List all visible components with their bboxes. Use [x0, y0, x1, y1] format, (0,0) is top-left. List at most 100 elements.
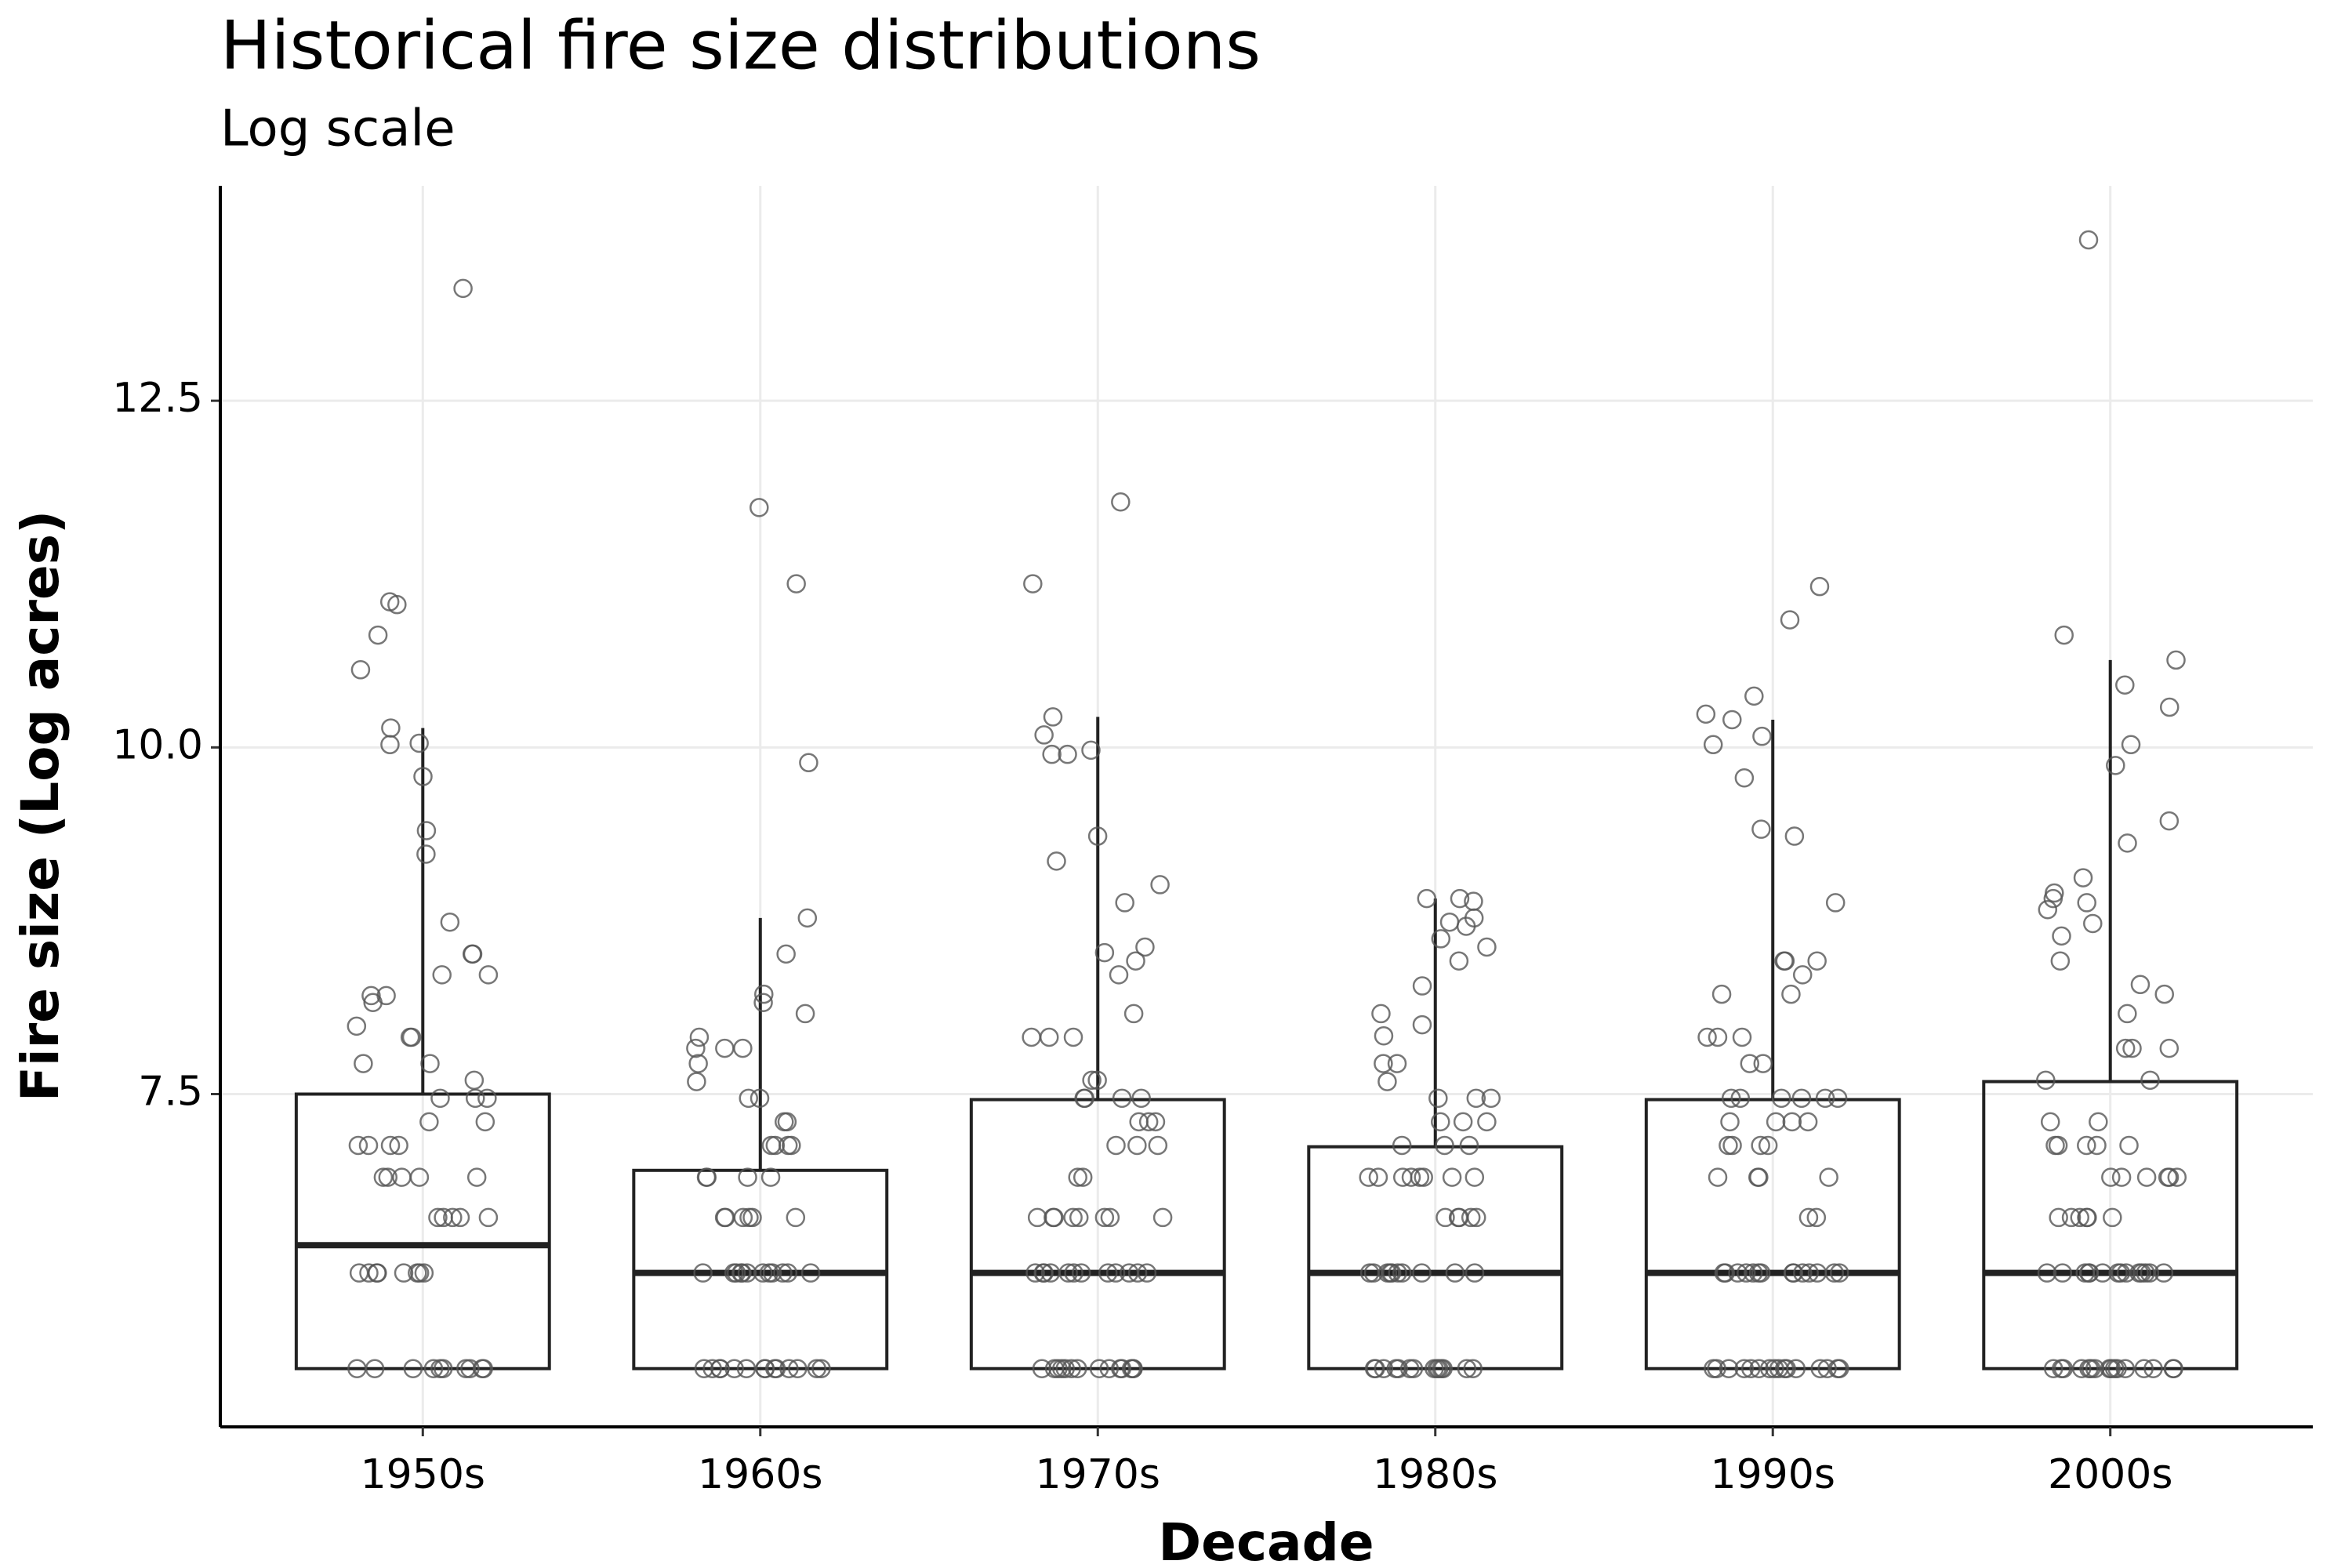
data-point	[2136, 1167, 2157, 1187]
data-point	[1112, 1359, 1132, 1378]
data-point	[689, 1027, 710, 1047]
data-point	[1112, 1088, 1132, 1109]
data-point	[2163, 1359, 2183, 1378]
data-point	[1412, 1263, 1432, 1283]
box	[1982, 1080, 2239, 1370]
data-point	[1809, 576, 1830, 597]
y-tick-label: 12.5	[112, 375, 203, 422]
data-point	[732, 1263, 752, 1283]
data-point	[1461, 1207, 1481, 1228]
data-point	[414, 1263, 434, 1283]
data-point	[1435, 1135, 1454, 1156]
data-point	[1148, 1135, 1168, 1156]
data-point	[754, 984, 774, 1004]
data-point	[1722, 710, 1742, 730]
data-point	[1115, 893, 1134, 913]
data-point	[1450, 888, 1470, 909]
data-point	[1819, 1167, 1838, 1187]
data-point	[786, 574, 806, 593]
data-point	[2077, 1207, 2096, 1228]
data-point	[1752, 726, 1772, 746]
data-point	[710, 1359, 730, 1378]
data-point	[1463, 1359, 1483, 1378]
box	[969, 1098, 1226, 1370]
data-point	[2158, 1167, 2178, 1187]
data-point	[1131, 1088, 1151, 1109]
data-point	[1784, 826, 1805, 846]
data-point	[1094, 942, 1115, 963]
data-point	[797, 908, 818, 928]
data-point	[737, 1263, 757, 1283]
data-point	[1414, 1167, 1433, 1187]
data-point	[2087, 1135, 2107, 1156]
data-point	[1135, 937, 1155, 957]
data-point	[478, 965, 499, 985]
data-point	[2043, 1359, 2063, 1378]
data-point	[358, 1135, 379, 1156]
data-point	[1453, 1112, 1473, 1132]
data-point	[800, 1263, 821, 1283]
data-point	[1740, 1359, 1761, 1378]
y-tick-label: 7.5	[138, 1069, 203, 1116]
data-point	[1069, 1207, 1089, 1228]
data-point	[1129, 1112, 1149, 1132]
data-point	[2140, 1263, 2160, 1283]
data-point	[1799, 1263, 1819, 1283]
data-point	[380, 1135, 401, 1156]
data-point	[750, 1088, 770, 1109]
data-point	[460, 1359, 480, 1378]
data-point	[1374, 1054, 1393, 1073]
data-point	[715, 1038, 735, 1058]
data-point	[2077, 1135, 2096, 1156]
data-point	[380, 735, 400, 755]
x-tick-label: 1970s	[1036, 1451, 1160, 1498]
data-point	[1111, 492, 1131, 512]
data-point	[1068, 1359, 1087, 1378]
data-point	[1481, 1088, 1501, 1109]
data-point	[2040, 1112, 2060, 1132]
data-point	[1696, 704, 1716, 724]
data-point	[1829, 1263, 1849, 1283]
data-point	[1759, 1359, 1780, 1378]
data-point	[1791, 1088, 1812, 1109]
data-point	[2053, 1359, 2074, 1378]
data-point	[1047, 851, 1066, 871]
data-point	[2043, 888, 2063, 909]
data-point	[2111, 1167, 2132, 1187]
data-point	[1708, 1027, 1728, 1047]
data-point	[2118, 833, 2137, 853]
data-point	[1034, 1263, 1054, 1283]
data-point	[1063, 1207, 1083, 1228]
data-point	[1708, 1167, 1728, 1187]
data-point	[1127, 1263, 1148, 1283]
data-point	[1023, 574, 1043, 593]
data-point	[1032, 1359, 1052, 1378]
data-point	[694, 1359, 714, 1378]
data-point	[1459, 1135, 1479, 1156]
data-point	[1431, 929, 1451, 949]
data-point	[1432, 1359, 1451, 1378]
data-point	[1123, 1004, 1144, 1024]
data-point	[450, 1207, 470, 1228]
data-point	[2070, 1207, 2090, 1228]
data-point	[2077, 893, 2096, 913]
data-point	[714, 1207, 735, 1228]
data-point	[478, 1207, 499, 1228]
data-point	[2107, 1359, 2127, 1378]
x-tick-label: 1960s	[698, 1451, 822, 1498]
data-point	[776, 944, 796, 964]
data-point	[1087, 1070, 1107, 1091]
data-point	[1439, 912, 1460, 932]
data-point	[1740, 1054, 1760, 1073]
data-point	[409, 1263, 430, 1283]
data-point	[1798, 1112, 1818, 1132]
data-point	[2081, 1359, 2101, 1378]
data-point	[1722, 1135, 1742, 1156]
data-point	[2052, 926, 2071, 946]
data-point	[1388, 1359, 1408, 1378]
data-point	[1388, 1263, 1407, 1283]
data-point	[2115, 1359, 2136, 1378]
data-point	[1431, 1112, 1450, 1132]
data-point	[760, 1167, 781, 1187]
data-point	[1774, 1359, 1795, 1378]
